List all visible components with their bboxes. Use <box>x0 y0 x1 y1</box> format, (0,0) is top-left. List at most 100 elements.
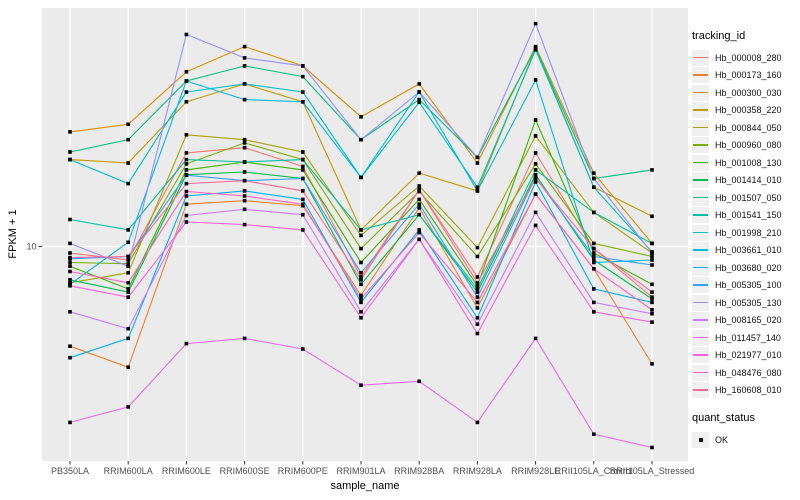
legend-item-label: Hb_160608_010 <box>715 385 782 396</box>
data-point <box>126 336 130 341</box>
legend-item-Hb_001998_210: Hb_001998_210 <box>692 224 798 242</box>
data-point <box>359 278 363 282</box>
data-point <box>650 251 654 255</box>
data-point <box>68 130 72 134</box>
axis-tick-labels: PB350LA RRIM600LA RRIM600LE RRIM600SE RRIM60… <box>26 241 694 476</box>
data-point <box>242 82 247 86</box>
x-tick-label: RRIM928LA <box>453 466 502 476</box>
data-point <box>359 228 363 232</box>
data-point <box>242 189 247 193</box>
data-point <box>359 271 363 275</box>
x-tick-label: RRII105LA_Control <box>555 466 633 476</box>
data-point <box>242 64 247 68</box>
data-point <box>417 184 421 188</box>
data-point <box>242 97 247 102</box>
data-point <box>533 21 538 26</box>
data-point <box>301 202 305 206</box>
data-point <box>126 254 130 259</box>
data-point <box>417 90 421 94</box>
legend-item-Hb_008165_020: Hb_008165_020 <box>692 312 798 330</box>
data-point <box>68 255 72 260</box>
data-point <box>301 64 305 68</box>
data-point <box>126 287 130 291</box>
data-point <box>126 326 130 331</box>
data-point <box>650 290 654 294</box>
legend-item-label: OK <box>715 434 729 445</box>
data-point <box>650 311 654 316</box>
line-swatch-icon <box>693 196 708 199</box>
data-point <box>475 420 480 425</box>
data-point <box>68 241 72 246</box>
legend-item-label: Hb_001998_210 <box>715 227 782 238</box>
line-swatch-icon <box>693 56 708 59</box>
legend-item-label: Hb_003680_020 <box>715 262 782 273</box>
legend-item-label: Hb_005305_100 <box>715 280 782 291</box>
data-point <box>359 115 363 119</box>
data-point <box>68 344 72 348</box>
data-point <box>475 290 480 294</box>
legend-title-tracking-id: tracking_id <box>692 30 746 42</box>
data-point <box>417 212 421 217</box>
legend-item-Hb_048476_080: Hb_048476_080 <box>692 364 798 382</box>
data-point <box>68 264 72 268</box>
line-swatch-icon <box>693 179 708 181</box>
legend-item-Hb_005305_100: Hb_005305_100 <box>692 277 798 295</box>
data-point <box>650 295 654 299</box>
legend-key <box>692 207 709 224</box>
data-point <box>68 284 72 288</box>
data-point <box>475 306 480 310</box>
data-point <box>242 336 247 341</box>
x-tick-label: PB350LA <box>51 466 89 476</box>
legend-key <box>692 67 709 84</box>
legend-item-Hb_003661_010: Hb_003661_010 <box>692 242 798 260</box>
data-point <box>359 293 363 298</box>
data-point <box>475 189 480 193</box>
legend-item-label: Hb_000844_050 <box>715 122 782 133</box>
data-point <box>126 295 130 299</box>
legend-item-ok: OK <box>692 431 798 449</box>
data-point <box>126 228 130 232</box>
data-point <box>184 90 189 94</box>
data-point <box>184 189 189 194</box>
legend-key <box>692 119 709 136</box>
data-point <box>68 355 72 360</box>
data-point <box>184 133 189 137</box>
data-point <box>359 175 363 180</box>
data-point <box>650 214 654 219</box>
line-swatch-icon <box>693 91 708 94</box>
data-point <box>359 297 363 301</box>
data-point <box>592 267 596 271</box>
data-point <box>650 308 654 312</box>
data-point <box>184 341 189 346</box>
data-point <box>417 82 421 86</box>
legend-item-label: Hb_000358_220 <box>715 105 782 116</box>
legend-key <box>692 154 709 171</box>
data-point <box>417 237 421 242</box>
data-point <box>301 176 305 181</box>
legend-title-quant-status: quant_status <box>692 412 755 424</box>
legend-item-label: Hb_000300_030 <box>715 87 782 98</box>
data-point <box>359 300 363 305</box>
legend-key <box>692 259 709 276</box>
data-point <box>68 420 72 425</box>
data-point <box>475 281 480 285</box>
data-point <box>475 316 480 320</box>
data-point <box>650 282 654 287</box>
data-point <box>126 290 130 294</box>
legend-item-Hb_005305_130: Hb_005305_130 <box>692 294 798 312</box>
data-point <box>475 275 480 279</box>
data-point <box>359 316 363 320</box>
legend-item-Hb_011457_140: Hb_011457_140 <box>692 329 798 347</box>
data-point <box>650 445 654 450</box>
data-point <box>242 141 247 145</box>
data-point <box>68 150 72 154</box>
data-point <box>184 220 189 224</box>
data-point <box>184 168 189 172</box>
x-tick-label: RRIM928LE <box>511 466 560 476</box>
legend-key <box>692 224 709 241</box>
x-tick-label: RRIM600LA <box>104 466 153 476</box>
data-point <box>592 210 596 215</box>
data-point <box>242 56 247 60</box>
data-point <box>126 271 130 275</box>
legend-key <box>692 294 709 311</box>
